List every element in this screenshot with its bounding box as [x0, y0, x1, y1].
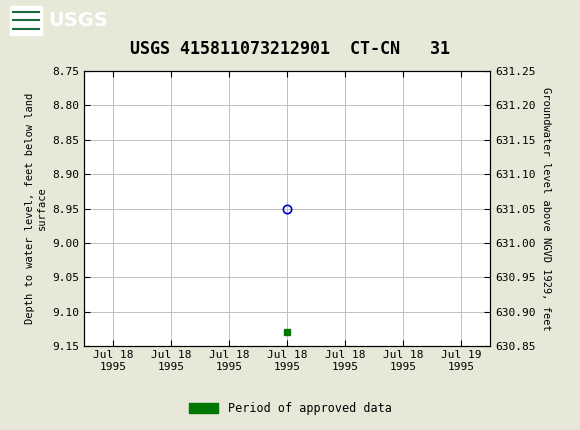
Text: USGS: USGS — [48, 11, 108, 30]
Legend: Period of approved data: Period of approved data — [184, 397, 396, 420]
Bar — [10, 6, 42, 35]
Y-axis label: Depth to water level, feet below land
surface: Depth to water level, feet below land su… — [25, 93, 46, 324]
Text: USGS 415811073212901  CT-CN   31: USGS 415811073212901 CT-CN 31 — [130, 40, 450, 58]
Y-axis label: Groundwater level above NGVD 1929, feet: Groundwater level above NGVD 1929, feet — [541, 87, 551, 330]
